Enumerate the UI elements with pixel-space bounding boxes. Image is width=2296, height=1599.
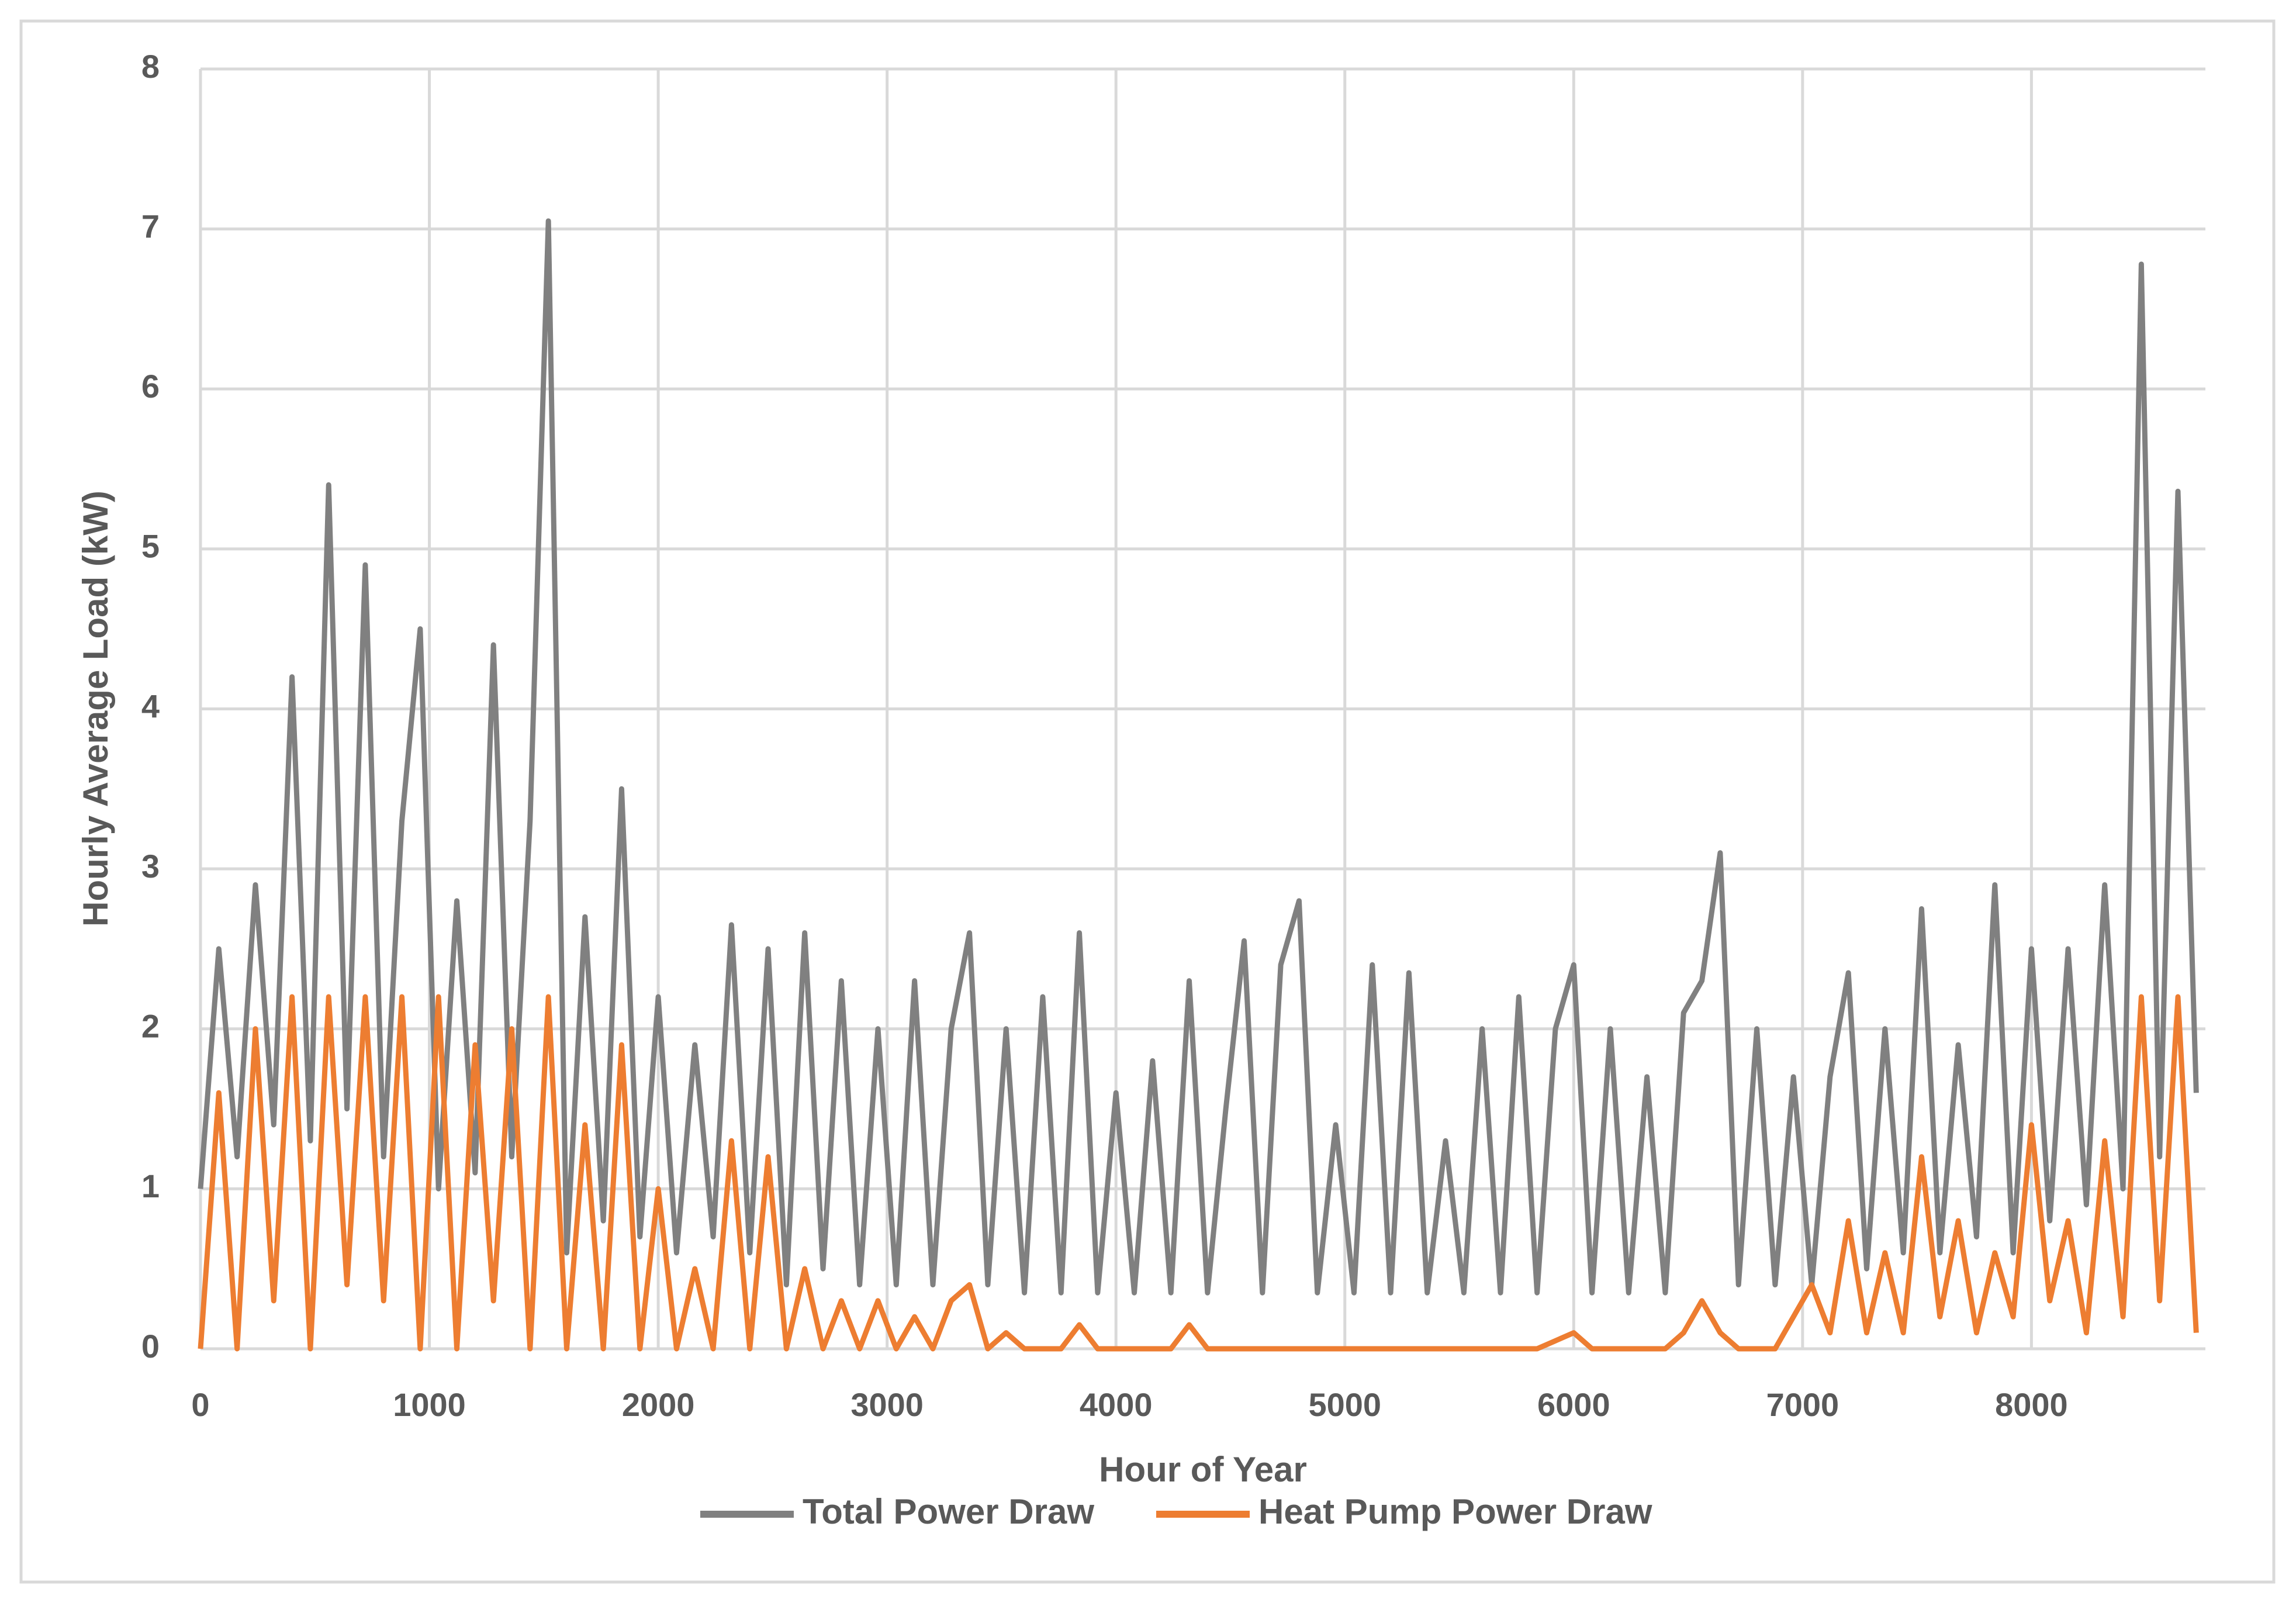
x-tick-label: 2000 xyxy=(622,1386,695,1423)
x-tick-label: 3000 xyxy=(850,1386,924,1423)
x-tick-label: 4000 xyxy=(1080,1386,1153,1423)
x-tick-label: 8000 xyxy=(1995,1386,2068,1423)
series-line xyxy=(198,994,2199,1352)
x-axis-title: Hour of Year xyxy=(1099,1450,1307,1489)
y-axis-title: Hourly Average Load (kW) xyxy=(76,491,115,927)
y-tick-label: 7 xyxy=(141,208,160,244)
y-tick-label: 6 xyxy=(141,368,160,405)
y-tick-label: 4 xyxy=(141,688,160,724)
y-tick-label: 1 xyxy=(141,1168,160,1204)
y-tick-label: 2 xyxy=(141,1008,160,1045)
series-line xyxy=(198,218,2199,1296)
y-tick-label: 0 xyxy=(141,1328,160,1365)
x-tick-label: 7000 xyxy=(1766,1386,1839,1423)
x-tick-label: 0 xyxy=(191,1386,209,1423)
legend-label: Total Power Draw xyxy=(803,1492,1094,1531)
y-tick-label: 5 xyxy=(141,528,160,565)
x-tick-label: 5000 xyxy=(1308,1386,1381,1423)
legend-label: Heat Pump Power Draw xyxy=(1258,1492,1652,1531)
y-tick-label: 8 xyxy=(141,48,160,85)
x-tick-label: 6000 xyxy=(1537,1386,1610,1423)
x-tick-label: 1000 xyxy=(393,1386,466,1423)
y-tick-label: 3 xyxy=(141,848,160,885)
